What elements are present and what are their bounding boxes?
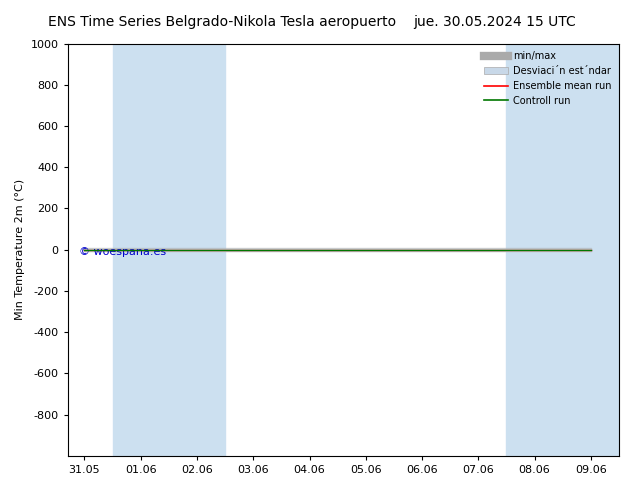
Text: ENS Time Series Belgrado-Nikola Tesla aeropuerto: ENS Time Series Belgrado-Nikola Tesla ae…: [48, 15, 396, 29]
Text: jue. 30.05.2024 15 UTC: jue. 30.05.2024 15 UTC: [413, 15, 576, 29]
Text: © woespana.es: © woespana.es: [79, 247, 165, 257]
Bar: [113, 44, 225, 456]
Bar: [507, 44, 619, 456]
Y-axis label: Min Temperature 2m (°C): Min Temperature 2m (°C): [15, 179, 25, 320]
Legend: min/max, Desviaci´n est´ndar, Ensemble mean run, Controll run: min/max, Desviaci´n est´ndar, Ensemble m…: [481, 49, 614, 109]
